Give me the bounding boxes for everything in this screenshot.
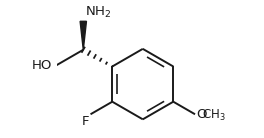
- Text: O: O: [196, 108, 207, 121]
- Text: CH$_3$: CH$_3$: [202, 108, 226, 123]
- Text: HO: HO: [32, 59, 52, 72]
- Text: F: F: [82, 115, 89, 128]
- Polygon shape: [80, 21, 86, 50]
- Text: NH$_2$: NH$_2$: [85, 5, 111, 20]
